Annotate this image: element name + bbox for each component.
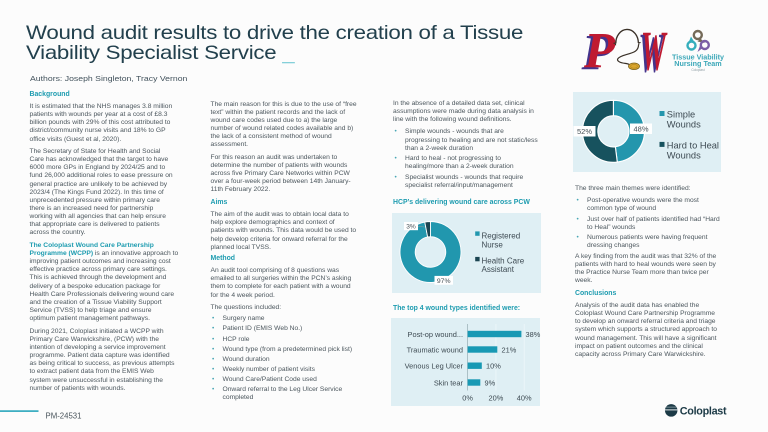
svg-text:P: P bbox=[583, 24, 616, 80]
svg-text:3%: 3% bbox=[406, 223, 416, 230]
svg-text:Post-op wound...: Post-op wound... bbox=[408, 330, 463, 339]
svg-text:Health Care: Health Care bbox=[482, 256, 525, 265]
svg-text:Skin tear: Skin tear bbox=[434, 378, 464, 387]
svg-text:Tissue Viability: Tissue Viability bbox=[672, 53, 724, 62]
svg-text:Venous Leg Ulcer: Venous Leg Ulcer bbox=[405, 362, 464, 371]
svg-text:0%: 0% bbox=[462, 394, 473, 403]
svg-text:40%: 40% bbox=[517, 394, 532, 403]
svg-text:W: W bbox=[641, 20, 668, 82]
svg-text:Nurse: Nurse bbox=[482, 240, 504, 249]
svg-text:Coloplast: Coloplast bbox=[691, 68, 704, 72]
svg-text:Wounds: Wounds bbox=[667, 120, 701, 130]
svg-text:97%: 97% bbox=[437, 278, 451, 285]
svg-text:PM-24531: PM-24531 bbox=[46, 412, 82, 421]
svg-text:20%: 20% bbox=[489, 394, 504, 403]
svg-text:Traumatic wound: Traumatic wound bbox=[407, 345, 463, 354]
svg-text:Nursing Team: Nursing Team bbox=[674, 59, 721, 68]
svg-text:P: P bbox=[581, 26, 614, 82]
svg-text:Coloplast: Coloplast bbox=[680, 405, 727, 417]
svg-text:21%: 21% bbox=[502, 345, 517, 354]
svg-text:52%: 52% bbox=[577, 127, 592, 136]
svg-text:38%: 38% bbox=[526, 330, 541, 339]
svg-text:W: W bbox=[639, 22, 666, 84]
svg-text:Registered: Registered bbox=[482, 231, 521, 240]
svg-text:48%: 48% bbox=[633, 125, 648, 134]
svg-text:Simple: Simple bbox=[667, 109, 695, 119]
svg-text:Wounds: Wounds bbox=[667, 151, 701, 161]
svg-text:9%: 9% bbox=[485, 378, 496, 387]
svg-text:Hard to Heal: Hard to Heal bbox=[667, 140, 719, 150]
svg-text:10%: 10% bbox=[486, 362, 501, 371]
svg-text:Assistant: Assistant bbox=[482, 265, 515, 274]
